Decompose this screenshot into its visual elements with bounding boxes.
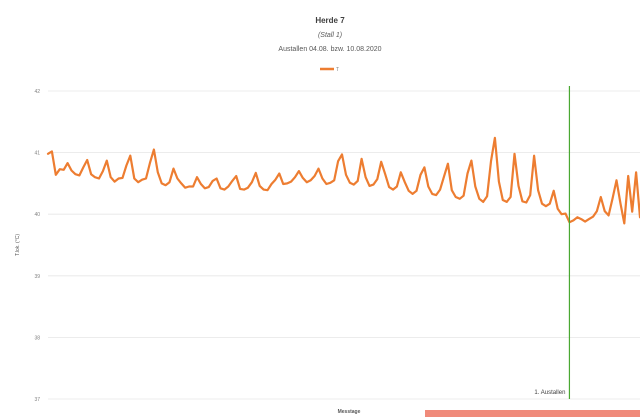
legend-label-t: T (336, 67, 339, 73)
y-tick-label: 40 (34, 212, 40, 218)
chart-subtitle: (Stall 1) (318, 32, 342, 39)
bottom-accent-bar (425, 410, 640, 417)
y-axis-ticks: 42 41 40 39 38 37 (34, 89, 40, 403)
y-tick-label: 37 (34, 397, 40, 403)
chart-title: Herde 7 (315, 16, 345, 25)
y-tick-label: 39 (34, 274, 40, 280)
legend: T (320, 67, 339, 73)
x-axis-label: Messtage (338, 409, 361, 415)
y-tick-label: 41 (34, 151, 40, 157)
chart-subtitle-dates: Austallen 04.08. bzw. 10.08.2020 (278, 46, 381, 53)
series-line-t (46, 136, 640, 225)
gridlines (48, 90, 640, 400)
austallen-marker-label: 1. Austallen (534, 390, 565, 396)
y-tick-label: 38 (34, 335, 40, 341)
y-axis-label: T.lok. (°C) (15, 234, 21, 256)
y-tick-label: 42 (34, 89, 40, 95)
